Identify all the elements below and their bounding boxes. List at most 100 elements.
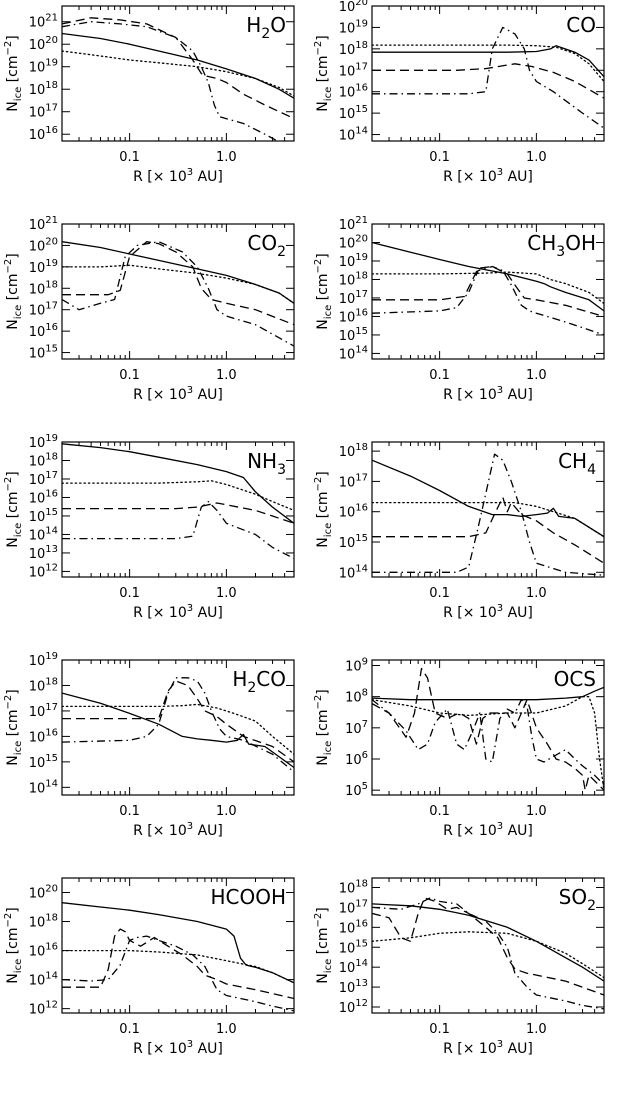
y-tick-label: 1014 [339,126,368,144]
y-tick-label: 1018 [29,279,58,297]
x-tick-label: 1.0 [216,586,237,601]
chart-panel-co: 1014 1015 1016 1017 1018 1019 1020 0.1 1.0 CO R [×… [310,0,620,218]
y-tick-label: 1016 [339,307,368,325]
chart-svg: 1012 1014 1016 1018 1020 0.1 1.0 HCOOH R [× 103 … [3,877,295,1057]
chart-panel-co2: 1015 1016 1017 1018 1019 1020 1021 0.1 1.0 CO2 R [… [0,215,310,436]
series-group [62,17,294,141]
series-line-solid [62,902,294,984]
series-line-dashed [62,680,294,763]
series-line-dashed [372,667,604,791]
x-tick-label: 1.0 [216,1022,237,1037]
y-tick-label: 1014 [339,958,368,976]
series-line-dashdot [62,241,294,347]
plot-frame [371,223,605,360]
x-axis-label: R [× 103 AU] [443,167,533,185]
plot-frame [61,659,295,796]
series-line-dotted [62,480,294,512]
y-tick-label: 1015 [339,104,368,122]
y-tick-label: 1017 [29,103,58,121]
y-axis-label: Nice [cm−2] [3,35,24,111]
x-axis-label: R [× 103 AU] [133,603,223,621]
y-tick-label: 1017 [29,702,58,720]
x-tick-label: 1.0 [526,586,547,601]
series-group [62,443,294,560]
x-axis-label: R [× 103 AU] [443,385,533,403]
x-tick-label: 0.1 [429,368,450,383]
series-line-dashdot [62,677,294,773]
y-tick-label: 1014 [29,525,58,543]
chart-svg: 1014 1015 1016 1017 1018 1019 0.1 1.0 H2CO R [× 1… [3,651,295,839]
y-tick-label: 1021 [29,215,58,233]
series-group [372,897,604,1010]
y-tick-label: 1014 [29,778,58,796]
species-label: CO2 [247,231,286,260]
y-tick-label: 1018 [339,40,368,58]
chart-svg: 105 106 107 108 109 0.1 1.0 OCS R [× 103 AU] Nice… [313,656,605,839]
chart-panel-hcooh: 1012 1014 1016 1018 1020 0.1 1.0 HCOOH R [× 103 … [0,872,310,1090]
species-label: OCS [554,667,596,691]
y-tick-label: 1019 [29,258,58,276]
plot-frame [61,5,295,142]
y-axis-label: Nice [cm−2] [313,689,334,765]
y-tick-label: 1021 [29,13,58,31]
x-axis-label: R [× 103 AU] [443,1039,533,1057]
y-tick-label: 1018 [339,879,368,897]
series-line-dashdot [62,500,294,560]
series-line-dotted [372,931,604,979]
series-line-dashed [372,63,604,99]
y-tick-label: 1019 [29,651,58,669]
series-line-dotted [62,949,294,984]
species-label: CH4 [558,449,596,478]
x-tick-label: 0.1 [119,150,140,165]
y-tick-label: 1016 [29,322,58,340]
y-tick-label: 1017 [339,472,368,490]
y-tick-label: 1017 [339,898,368,916]
series-line-solid [62,32,294,99]
species-label: NH3 [247,449,286,478]
series-group [372,241,604,336]
x-tick-label: 0.1 [429,804,450,819]
x-tick-label: 0.1 [119,368,140,383]
plot-frame [371,659,605,796]
chart-panel-ch3oh: 1014 1015 1016 1017 1018 1019 1020 1021 0.1 1.0 CH… [310,215,620,436]
y-tick-label: 1017 [29,470,58,488]
y-tick-label: 1012 [339,998,368,1016]
x-tick-label: 1.0 [526,150,547,165]
y-tick-label: 1014 [29,971,58,989]
y-tick-label: 1012 [29,562,58,580]
series-line-solid [372,903,604,982]
y-tick-label: 1019 [339,252,368,270]
x-tick-label: 1.0 [526,368,547,383]
y-tick-label: 1015 [339,938,368,956]
x-axis-label: R [× 103 AU] [133,167,223,185]
series-line-dotted [372,501,604,538]
y-tick-label: 106 [345,750,368,768]
y-tick-label: 1017 [29,301,58,319]
species-label: H2O [246,13,286,42]
chart-panel-ch4: 1014 1015 1016 1017 1018 0.1 1.0 CH4 R [× 103 AU… [310,436,620,654]
x-tick-label: 1.0 [216,368,237,383]
y-tick-label: 1020 [29,35,58,53]
series-group [62,241,294,347]
chart-panel-ocs: 105 106 107 108 109 0.1 1.0 OCS R [× 103 AU] Nice… [310,654,620,872]
chart-panel-h2co: 1014 1015 1016 1017 1018 1019 0.1 1.0 H2CO R [× 1… [0,651,310,872]
series-line-dotted [62,50,294,97]
y-tick-label: 1019 [339,18,368,36]
x-tick-label: 0.1 [119,1022,140,1037]
x-tick-label: 1.0 [526,804,547,819]
y-axis-label: Nice [cm−2] [3,907,24,983]
plot-frame [371,441,605,578]
y-axis-label: Nice [cm−2] [313,35,334,111]
y-tick-label: 1015 [29,753,58,771]
series-line-dashdot [62,935,294,1012]
y-axis-label: Nice [cm−2] [3,689,24,765]
y-tick-label: 1016 [29,727,58,745]
y-tick-label: 1018 [29,913,58,931]
series-line-dotted [372,696,604,791]
x-axis-label: R [× 103 AU] [133,1039,223,1057]
series-line-dotted [62,703,294,755]
plot-frame [371,877,605,1014]
